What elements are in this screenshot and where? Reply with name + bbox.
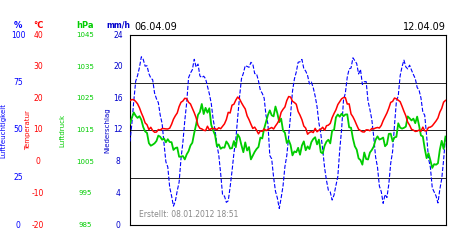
Text: 24: 24 (113, 30, 123, 40)
Text: 40: 40 (33, 30, 43, 40)
Text: 8: 8 (116, 157, 121, 166)
Text: 10: 10 (33, 126, 43, 134)
Text: 25: 25 (13, 173, 23, 182)
Text: 12: 12 (113, 126, 123, 134)
Text: 75: 75 (13, 78, 23, 87)
Text: 4: 4 (116, 189, 121, 198)
Text: Niederschlag: Niederschlag (104, 107, 110, 153)
Text: 50: 50 (13, 126, 23, 134)
Text: 12.04.09: 12.04.09 (403, 22, 446, 32)
Text: -20: -20 (32, 220, 44, 230)
Text: 985: 985 (78, 222, 92, 228)
Text: mm/h: mm/h (106, 21, 130, 30)
Text: 30: 30 (33, 62, 43, 71)
Text: Luftfeuchtigkeit: Luftfeuchtigkeit (0, 102, 6, 158)
Text: 1025: 1025 (76, 95, 94, 101)
Text: Erstellt: 08.01.2012 18:51: Erstellt: 08.01.2012 18:51 (140, 210, 239, 219)
Text: 06.04.09: 06.04.09 (135, 22, 177, 32)
Text: Luftdruck: Luftdruck (59, 114, 65, 146)
Text: 20: 20 (113, 62, 123, 71)
Text: 0: 0 (16, 220, 20, 230)
Text: 995: 995 (78, 190, 92, 196)
Text: hPa: hPa (76, 21, 94, 30)
Text: 0: 0 (36, 157, 40, 166)
Text: 20: 20 (33, 94, 43, 103)
Text: Temperatur: Temperatur (25, 110, 31, 150)
Text: 1005: 1005 (76, 159, 94, 165)
Text: 1045: 1045 (76, 32, 94, 38)
Text: 0: 0 (116, 220, 121, 230)
Text: 1015: 1015 (76, 127, 94, 133)
Text: 16: 16 (113, 94, 123, 103)
Text: 1035: 1035 (76, 64, 94, 70)
Text: -10: -10 (32, 189, 44, 198)
Text: %: % (14, 21, 22, 30)
Text: °C: °C (33, 21, 43, 30)
Text: 100: 100 (11, 30, 25, 40)
